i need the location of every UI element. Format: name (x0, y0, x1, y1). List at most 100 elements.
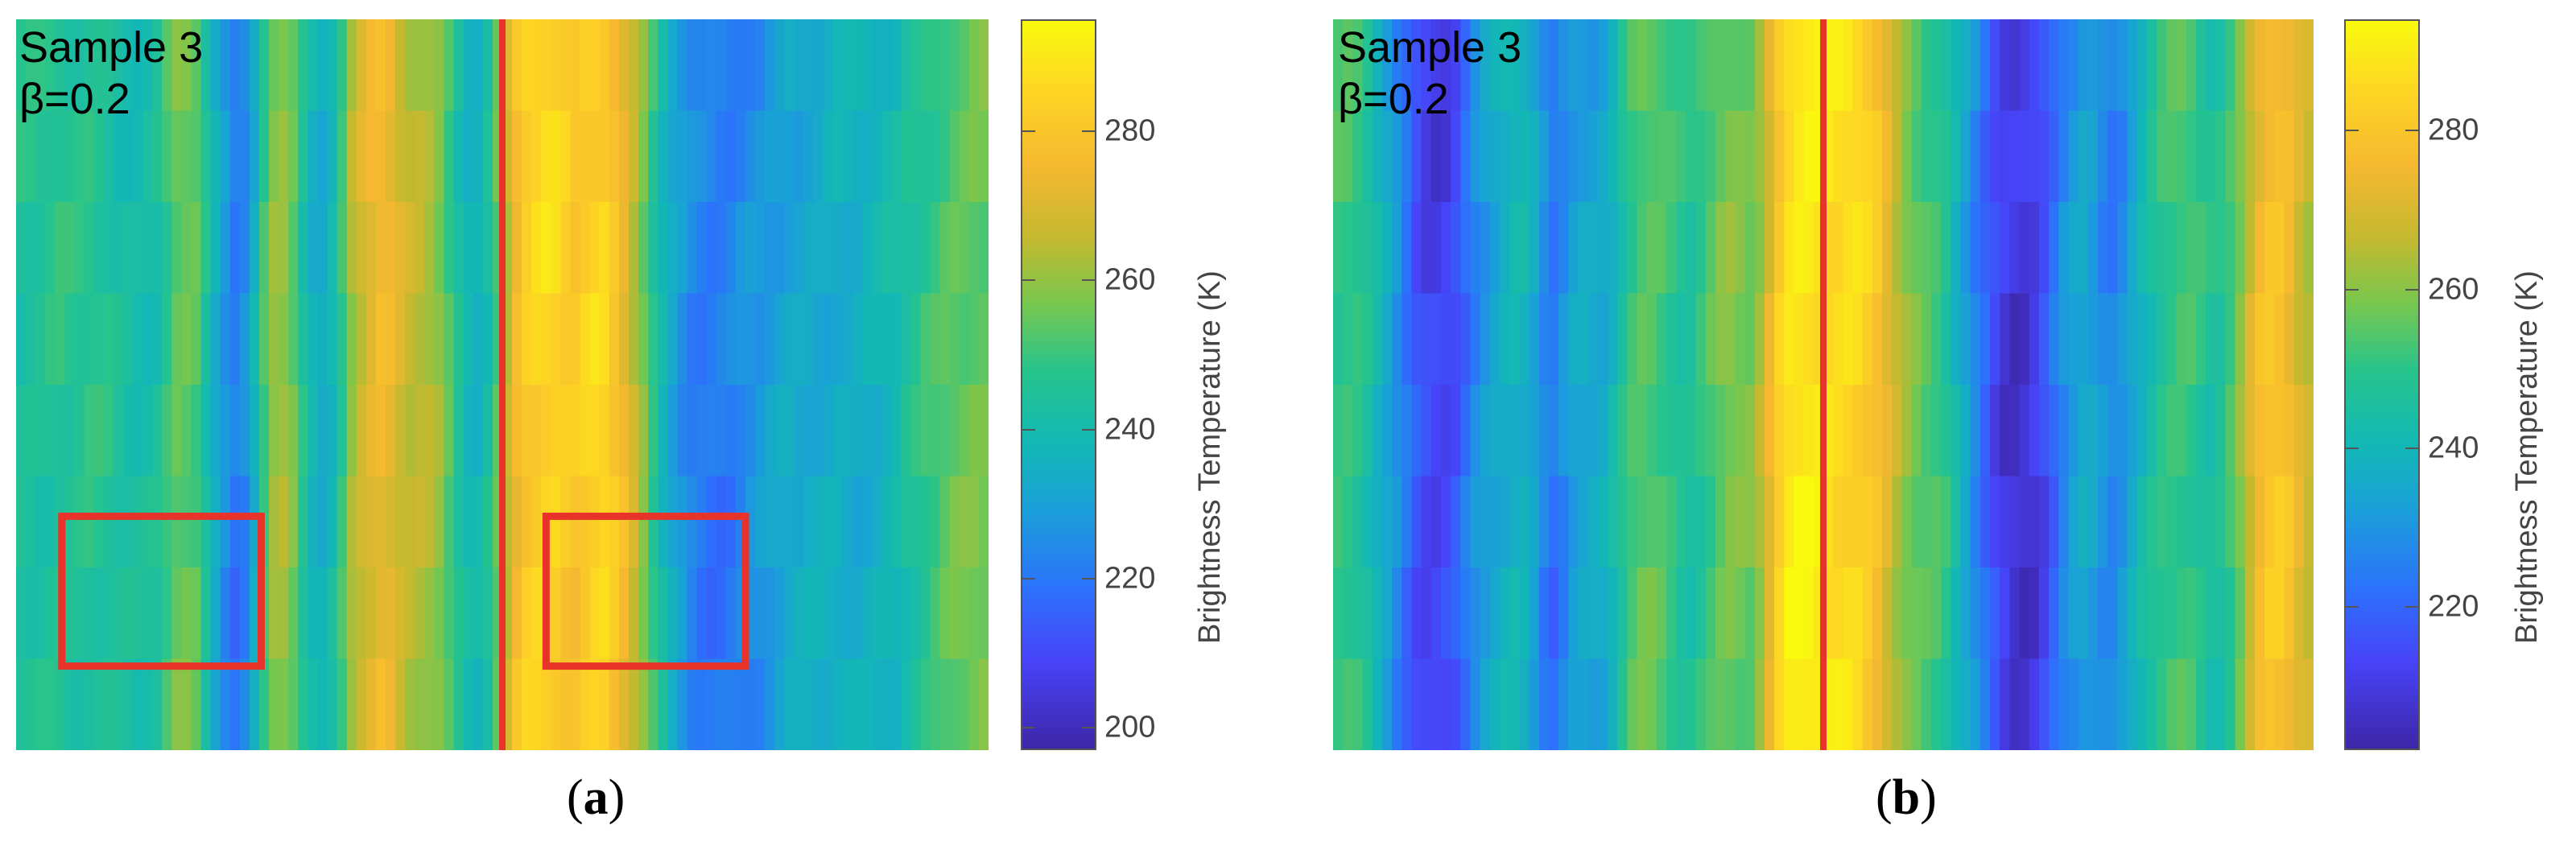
heatmap-cell (1794, 658, 1805, 750)
colorbar-tick (2405, 288, 2420, 291)
heatmap-cell (589, 110, 601, 203)
heatmap-cell (1960, 110, 1971, 203)
heatmap-cell (872, 293, 882, 386)
heatmap-cell (2019, 658, 2030, 750)
heatmap-cell (813, 110, 824, 203)
heatmap-cell (132, 385, 143, 477)
heatmap-cell (1656, 110, 1667, 203)
heatmap-cell (1862, 567, 1873, 660)
heatmap-cell (2157, 202, 2168, 295)
heatmap-cell (1608, 19, 1619, 112)
heatmap-cell (1970, 385, 1981, 477)
heatmap-cell (1695, 19, 1707, 112)
heatmap-cell (1735, 385, 1746, 477)
heatmap-cell (1725, 658, 1736, 750)
heatmap-cell (1803, 293, 1814, 386)
heatmap-cell (1911, 202, 1922, 295)
heatmap-cell (375, 476, 386, 568)
heatmap-cell (784, 110, 795, 203)
heatmap-cell (2127, 476, 2138, 568)
heatmap-cell (1627, 110, 1638, 203)
heatmap-cell (152, 202, 163, 295)
heatmap-cell (881, 19, 892, 112)
heatmap-cell (784, 202, 795, 295)
heatmap-cell (580, 385, 591, 477)
heatmap-cell (1352, 293, 1364, 386)
heatmap-cell (1803, 385, 1814, 477)
colorbar-tick (1021, 727, 1035, 729)
heatmap-cell (64, 110, 76, 203)
heatmap-cell (1343, 476, 1354, 568)
colorbar-tick-label: 260 (2428, 272, 2479, 307)
heatmap-cell (1941, 110, 1952, 203)
heatmap-cell (861, 658, 873, 750)
heatmap-cell (735, 385, 746, 477)
heatmap-cell (1676, 385, 1687, 477)
heatmap-cell (103, 202, 114, 295)
heatmap-cell (2009, 110, 2021, 203)
heatmap-cell (784, 385, 795, 477)
heatmap-cell (152, 476, 163, 568)
heatmap-cell (716, 293, 727, 386)
heatmap-cell (881, 110, 892, 203)
heatmap-cell (162, 110, 173, 203)
heatmap-cell (1430, 658, 1442, 750)
heatmap-cell (1862, 385, 1873, 477)
heatmap-cell (1392, 110, 1403, 203)
heatmap-cell (2049, 19, 2060, 112)
heatmap-cell (1774, 293, 1785, 386)
heatmap-cell (677, 385, 688, 477)
heatmap-cell (1538, 385, 1550, 477)
heatmap-cell (453, 476, 464, 568)
heatmap-cell (939, 110, 951, 203)
heatmap-cell (171, 658, 183, 750)
heatmap-cell (1538, 19, 1550, 112)
heatmap-cell (346, 476, 357, 568)
heatmap-cell (26, 202, 36, 295)
heatmap-cell (2038, 658, 2050, 750)
heatmap-cell (1930, 567, 1942, 660)
heatmap-cell (638, 110, 649, 203)
heatmap-cell (1343, 385, 1354, 477)
heatmap-cell (327, 658, 338, 750)
heatmap-cell (122, 19, 134, 112)
heatmap-cell (1519, 293, 1530, 386)
heatmap-field-a (16, 19, 989, 750)
heatmap-cell (2000, 476, 2011, 568)
heatmap-cell (1784, 658, 1795, 750)
heatmap-cell (239, 476, 250, 568)
colorbar-tick (2405, 606, 2420, 608)
heatmap-cell (1892, 110, 1903, 203)
heatmap-cell (1548, 385, 1559, 477)
heatmap-cell (1941, 385, 1952, 477)
heatmap-cell (269, 293, 279, 386)
heatmap-cell (2195, 293, 2207, 386)
heatmap-cell (842, 385, 853, 477)
heatmap-cell (1587, 567, 1599, 660)
heatmap-cell (249, 202, 260, 295)
heatmap-cell (774, 202, 786, 295)
heatmap-cell (716, 476, 727, 568)
heatmap-cell (142, 476, 153, 568)
heatmap-cell (1705, 476, 1716, 568)
heatmap-cell (1568, 567, 1579, 660)
heatmap-cell (171, 110, 183, 203)
heatmap-cell (609, 19, 620, 112)
heatmap-cell (531, 19, 543, 112)
heatmap-cell (463, 385, 474, 477)
heatmap-cell (1784, 385, 1795, 477)
heatmap-cell (978, 385, 989, 477)
heatmap-cell (1627, 476, 1638, 568)
heatmap-cell (2107, 476, 2119, 568)
heatmap-cell (55, 19, 66, 112)
heatmap-cell (308, 293, 319, 386)
heatmap-cell (1578, 110, 1589, 203)
heatmap-cell (1892, 293, 1903, 386)
heatmap-cell (901, 110, 912, 203)
colorbar-b (2344, 19, 2420, 750)
heatmap-cell (599, 110, 610, 203)
heatmap-cell (1725, 476, 1736, 568)
heatmap-cell (1774, 110, 1785, 203)
heatmap-cell (2303, 385, 2314, 477)
heatmap-cell (2254, 385, 2265, 477)
